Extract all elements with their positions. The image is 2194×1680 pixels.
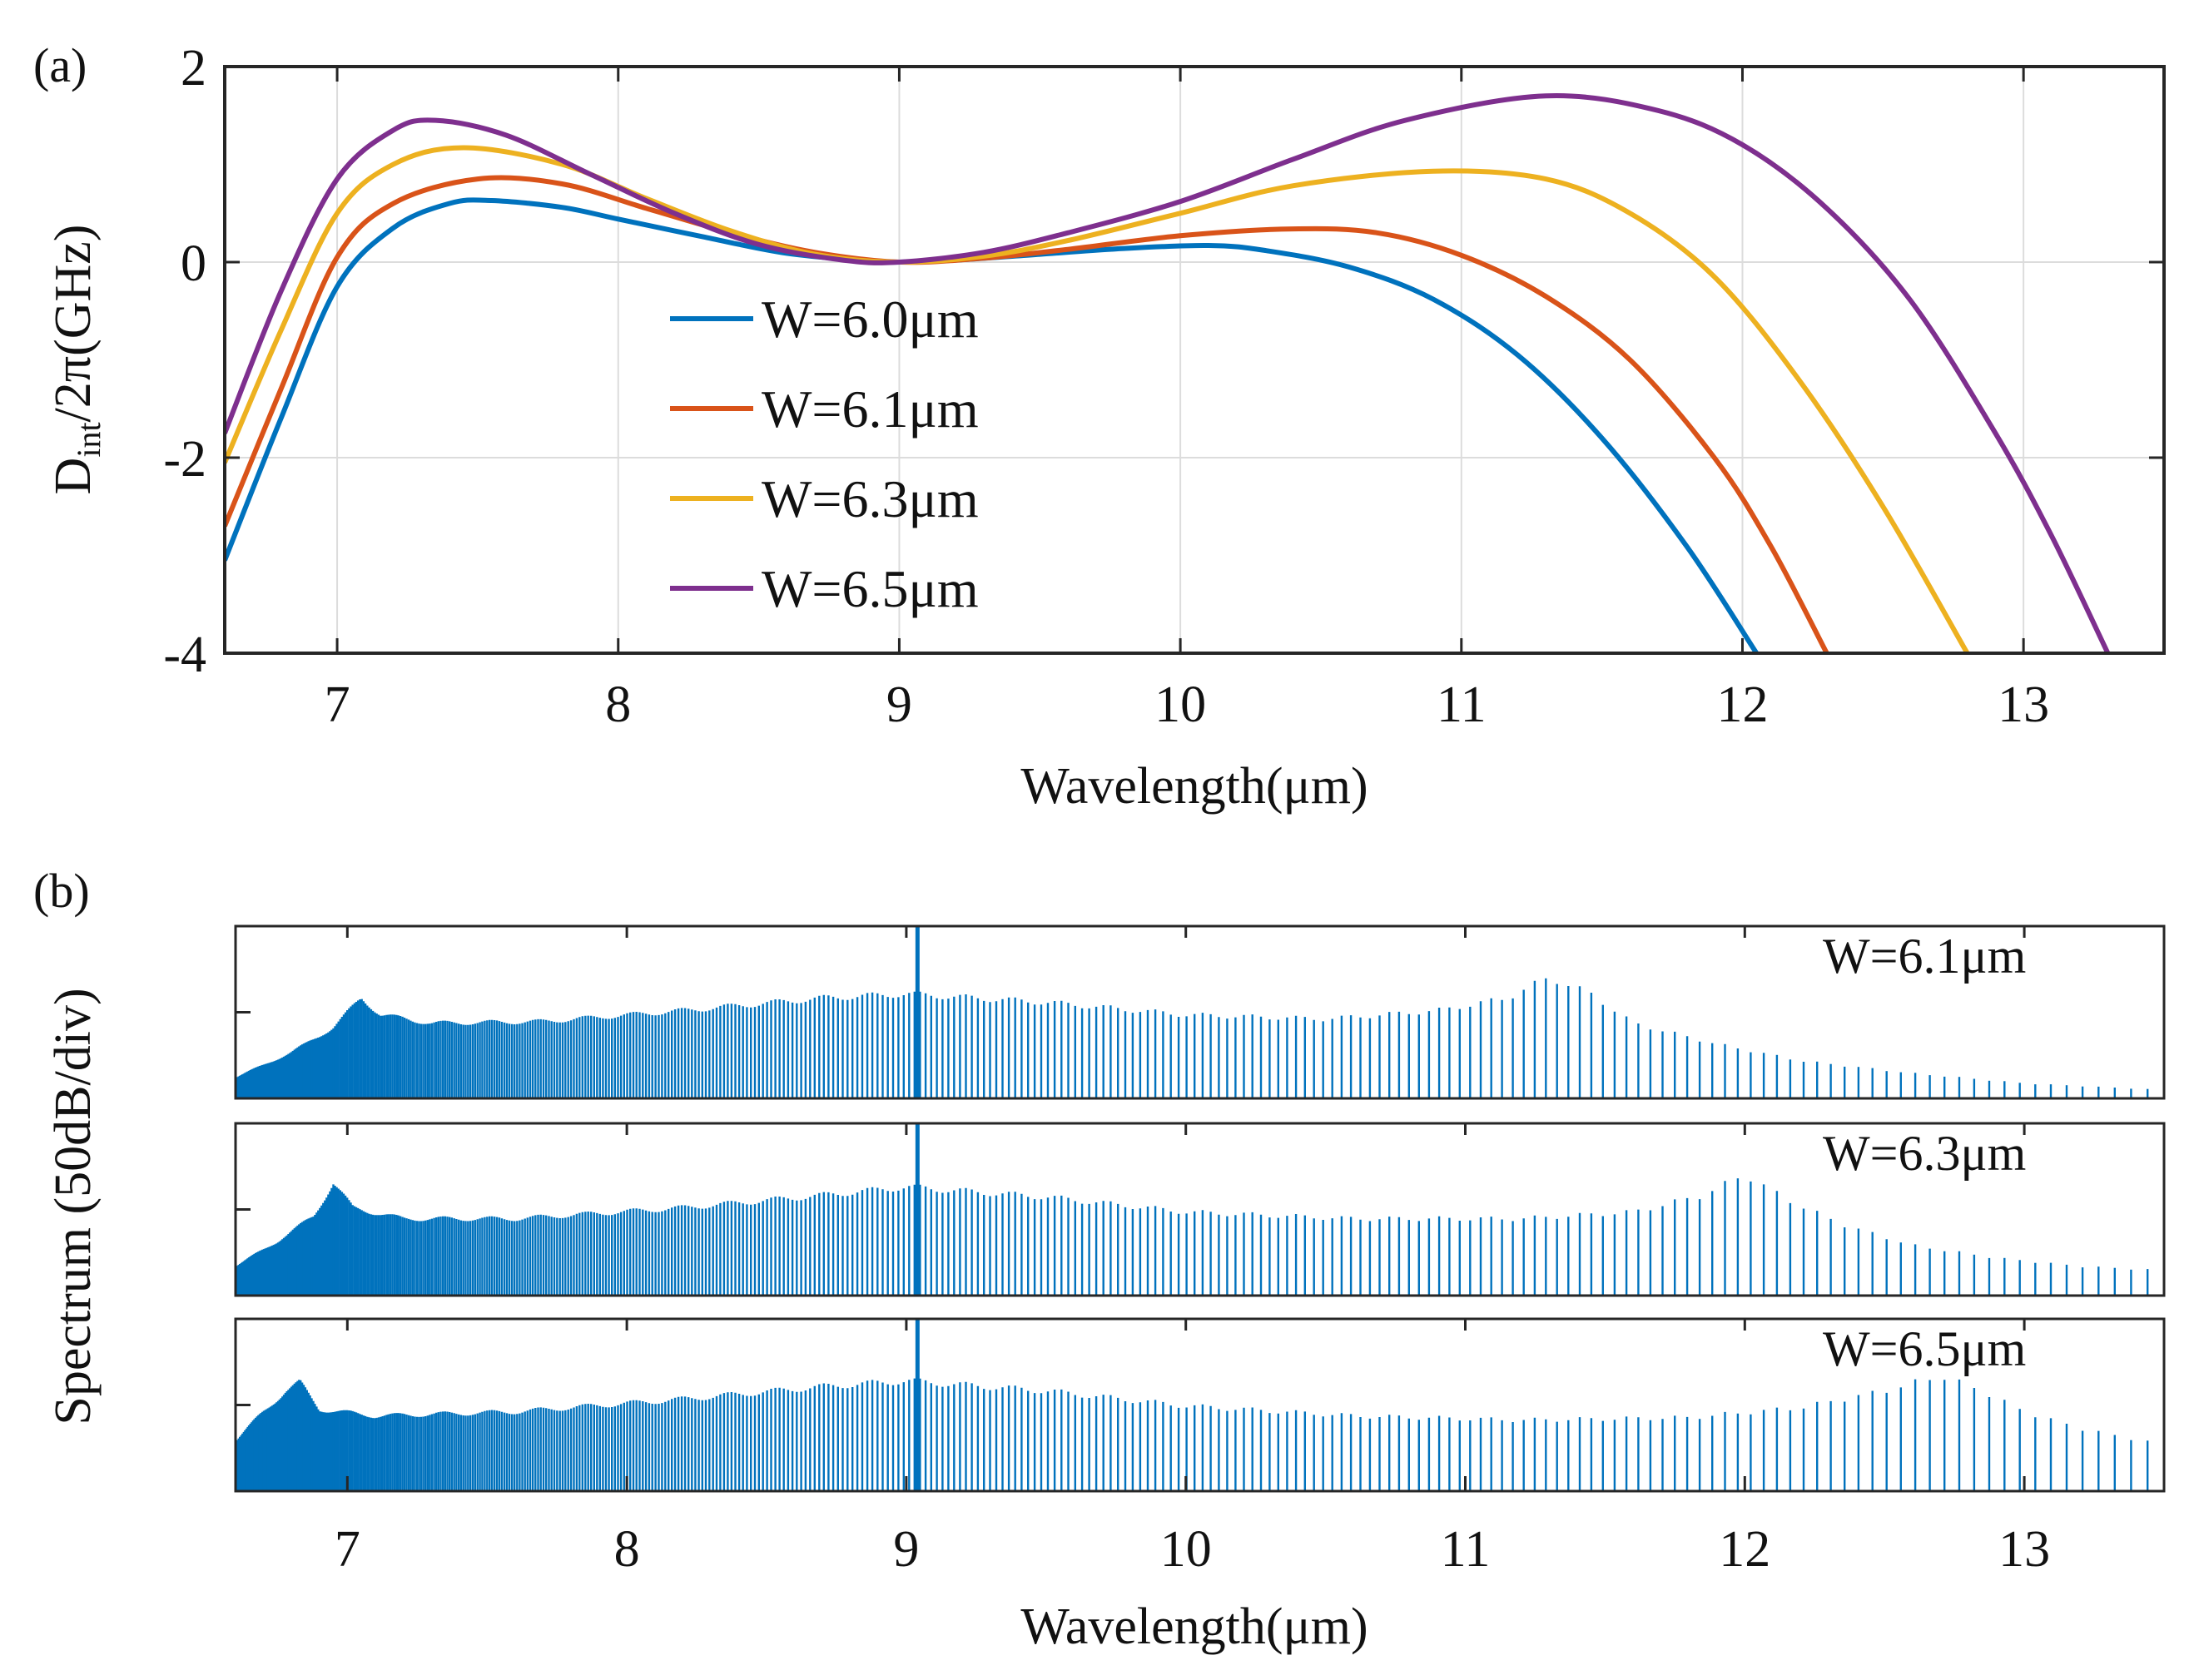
y-axis-label-a: Dint/2π(GHz) xyxy=(45,225,107,495)
x-tick-label: 11 xyxy=(1441,1521,1491,1578)
spectrum-subplot-3: W=6.5μm xyxy=(234,1317,2166,1493)
legend-label: W=6.3μm xyxy=(762,469,979,528)
y-axis-label-a-rest: /2π(GHz) xyxy=(45,225,102,423)
series-line-W=6.5μm xyxy=(225,93,2111,653)
subplot-title: W=6.3μm xyxy=(1823,1126,2026,1181)
y-tick-label: -4 xyxy=(163,627,206,683)
x-tick-label: 8 xyxy=(614,1521,640,1578)
ticks-b: 7 8 9 10 11 12 13 xyxy=(335,1476,2050,1578)
panel-a: (a) 7 8 9 10 11 12 13-4-202 W=6.0μmW=6.1μmW=6.… xyxy=(33,38,2166,815)
x-axis-label-a: Wavelength(μm) xyxy=(1020,758,1368,815)
subplot-title: W=6.5μm xyxy=(1823,1321,2026,1376)
comb-lines xyxy=(235,1178,2149,1296)
spectrum-subplot-2: W=6.3μm xyxy=(234,1122,2166,1297)
legend-a: W=6.0μm W=6.1μm W=6.3μm W=6.5μm xyxy=(670,290,979,618)
legend-label: W=6.5μm xyxy=(762,559,979,618)
x-tick-label: 11 xyxy=(1437,676,1487,733)
panel-a-label: (a) xyxy=(33,38,87,92)
x-tick-label: 12 xyxy=(1719,1521,1770,1578)
x-tick-label: 7 xyxy=(335,1521,360,1578)
subplot-title: W=6.1μm xyxy=(1823,929,2026,984)
plot-a-frame xyxy=(223,65,2166,655)
x-tick-label: 9 xyxy=(893,1521,919,1578)
y-axis-label-a-subscript: int xyxy=(70,422,107,457)
comb-lines xyxy=(235,978,2149,1098)
legend-label: W=6.0μm xyxy=(762,290,979,349)
panel-b: (b) W=6.1μm W=6.3μm W=6.5μm 7 8 9 10 11 12 13 Wa… xyxy=(33,864,2166,1655)
x-tick-label: 9 xyxy=(886,676,912,733)
x-tick-label: 12 xyxy=(1716,676,1768,733)
y-tick-label: 2 xyxy=(181,40,206,97)
y-tick-label: 0 xyxy=(181,235,206,292)
x-tick-label: 8 xyxy=(605,676,631,733)
legend-label: W=6.1μm xyxy=(762,379,979,439)
x-axis-label-b: Wavelength(μm) xyxy=(1020,1598,1368,1655)
y-axis-label-a-main: D xyxy=(45,458,102,495)
comb-lines xyxy=(235,1378,2149,1491)
x-tick-label: 10 xyxy=(1160,1521,1212,1578)
y-axis-label-b: Spectrum (50dB/div) xyxy=(45,988,102,1425)
x-tick-label: 10 xyxy=(1154,676,1206,733)
y-tick-label: -2 xyxy=(163,431,206,488)
plot-a-background xyxy=(225,67,2164,653)
spectrum-subplot-1: W=6.1μm xyxy=(234,924,2166,1100)
ticks-a: 7 8 9 10 11 12 13 -4 -2 0 2 xyxy=(163,40,2164,733)
series-line-W=6.3μm xyxy=(225,145,1970,653)
series-a xyxy=(225,93,2111,653)
subplots-b: W=6.1μm W=6.3μm W=6.5μm xyxy=(234,924,2166,1493)
x-tick-label: 7 xyxy=(325,676,350,733)
panel-b-label: (b) xyxy=(33,864,90,918)
x-tick-label: 13 xyxy=(1998,676,2049,733)
x-tick-label: 13 xyxy=(1998,1521,2050,1578)
